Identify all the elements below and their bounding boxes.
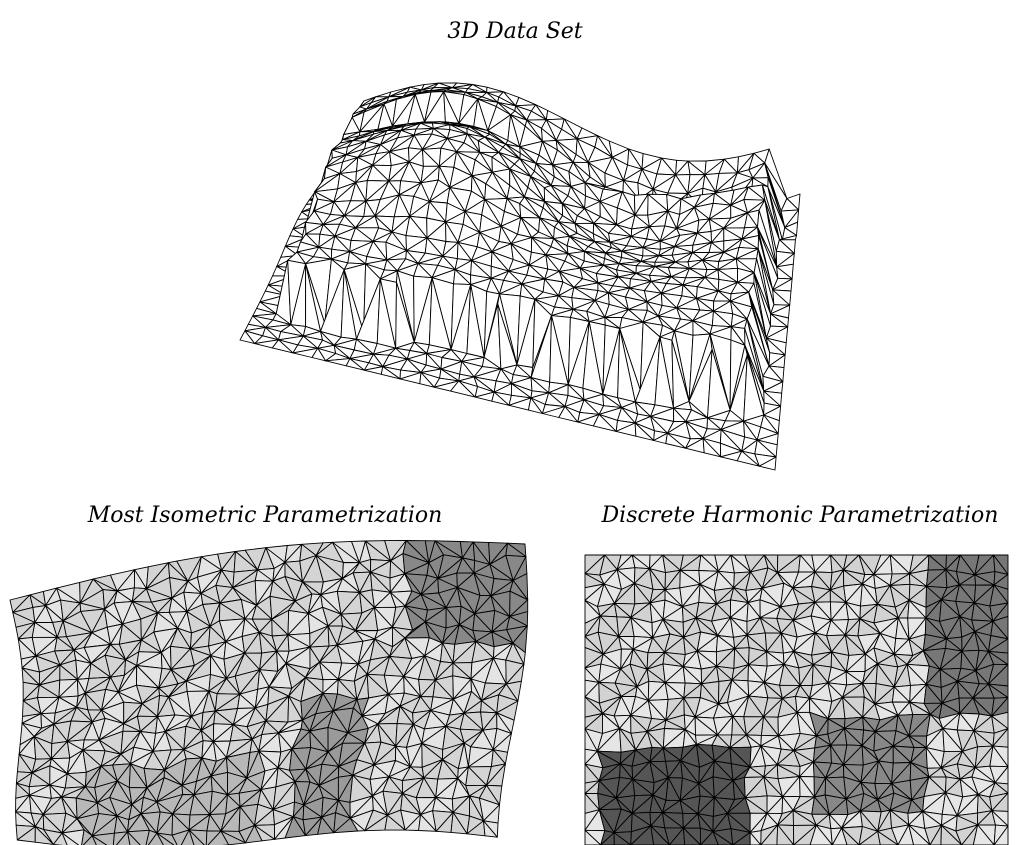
mesh-triangle [634, 422, 655, 441]
mesh-triangle [758, 456, 777, 471]
mesh-triangle [91, 835, 108, 845]
mesh-triangle [271, 339, 294, 354]
mesh-triangle [311, 347, 327, 362]
top-title: 3D Data Set [447, 19, 582, 44]
mesh-triangle [776, 824, 795, 845]
mesh-triangle [418, 814, 437, 832]
mesh-triangle [188, 829, 205, 845]
mesh-triangle [34, 826, 54, 845]
mesh-triangle [749, 831, 762, 845]
mesh-triangle [375, 91, 392, 98]
mesh-triangle [284, 816, 306, 839]
mesh-triangle [254, 824, 275, 842]
mesh-triangle [940, 824, 963, 845]
mesh-triangle [584, 829, 602, 845]
mesh-triangle [993, 825, 1009, 845]
mesh-triangle [972, 824, 995, 845]
mesh-triangle [712, 831, 734, 845]
mesh-triangle [877, 830, 899, 845]
mesh-triangle [491, 391, 510, 406]
mesh-triangle [239, 330, 256, 345]
mesh-triangle [450, 380, 476, 398]
mesh-triangle [665, 432, 686, 449]
mesh-triangle [592, 413, 617, 432]
mesh-triangle [349, 817, 366, 832]
left-title: Most Isometric Parametrization [87, 503, 443, 528]
mesh-isometric [9, 540, 529, 845]
mesh-triangle [702, 438, 722, 458]
mesh-triangle [345, 358, 365, 371]
mesh-triangle [156, 832, 175, 845]
mesh-triangle [841, 827, 860, 845]
mesh-harmonic [584, 554, 1009, 845]
mesh-triangle [809, 824, 833, 845]
mesh-triangle [650, 825, 670, 845]
mesh-triangle [613, 832, 632, 845]
mesh-triangle [384, 814, 406, 831]
mesh-triangle [682, 827, 701, 845]
mesh-triangle [317, 816, 335, 835]
mesh-triangle [545, 110, 565, 121]
mesh-triangle [450, 811, 468, 835]
mesh-triangle [558, 406, 579, 423]
mesh-triangle [527, 397, 543, 414]
mesh-triangle [483, 820, 498, 838]
mesh-triangle [419, 372, 435, 388]
mesh-triangle [61, 832, 80, 845]
mesh-triangle [736, 450, 760, 467]
mesh-3d [239, 82, 801, 471]
mesh-triangle [127, 831, 141, 845]
mesh-triangle [908, 824, 931, 845]
mesh-triangle [380, 366, 401, 380]
mesh-triangle [220, 830, 246, 845]
right-title: Discrete Harmonic Parametrization [601, 503, 999, 528]
